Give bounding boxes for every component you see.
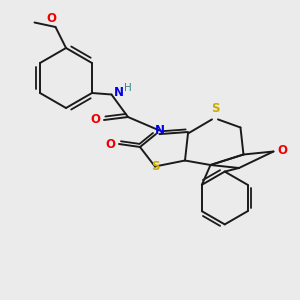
Text: O: O xyxy=(105,137,116,151)
Text: O: O xyxy=(277,143,287,157)
Text: N: N xyxy=(114,86,124,99)
Text: O: O xyxy=(90,113,100,127)
Text: S: S xyxy=(151,160,159,173)
Text: O: O xyxy=(46,12,57,25)
Text: H: H xyxy=(124,83,132,93)
Text: S: S xyxy=(211,103,219,116)
Text: N: N xyxy=(154,124,164,137)
